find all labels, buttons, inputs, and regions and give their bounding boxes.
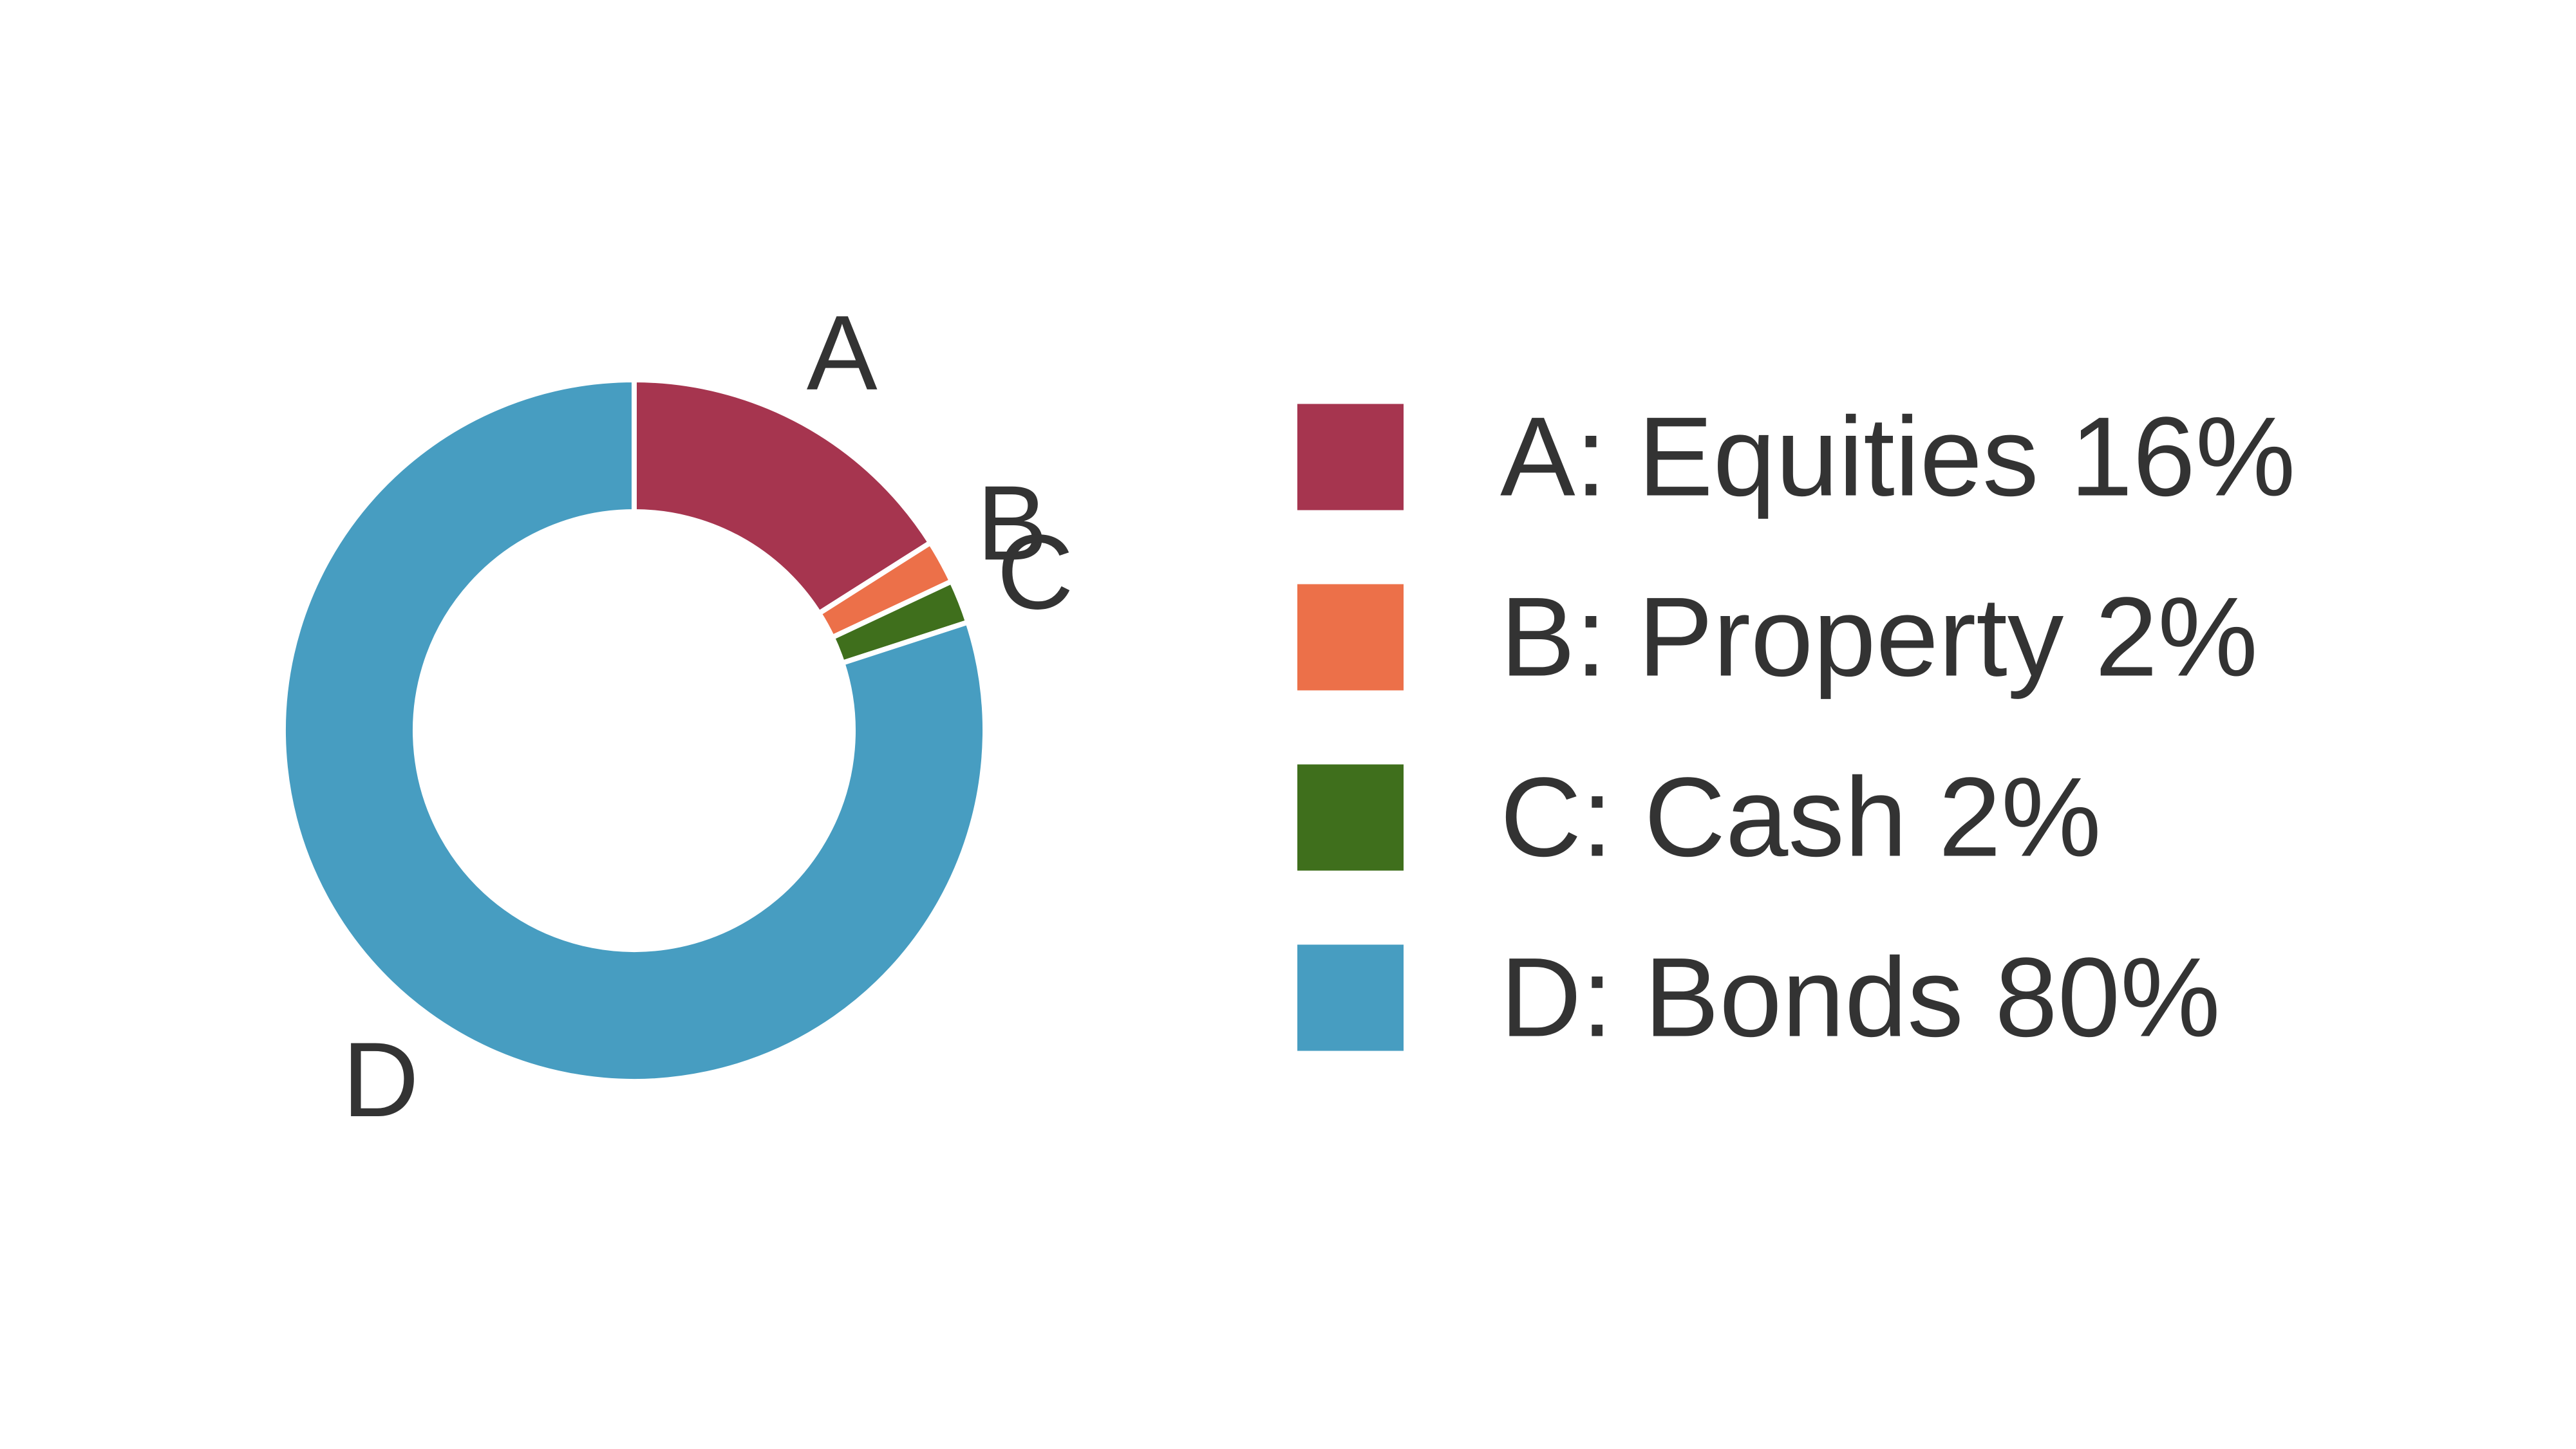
legend-swatch-c <box>1297 764 1404 871</box>
slice-labels: ABC D <box>343 294 1074 1139</box>
donut-slices <box>281 377 988 1084</box>
legend-label-d: D: Bonds 80% <box>1500 935 2221 1061</box>
slice-label-a: A <box>807 294 878 412</box>
legend-label-b: B: Property 2% <box>1500 575 2258 700</box>
slice-label-b: B <box>977 463 1048 582</box>
legend-label-a: A: Equities 16% <box>1500 395 2295 520</box>
legend: A: Equities 16% B: Property 2% C: Cash 2% D… <box>1297 395 2295 1061</box>
slice-label-c: C <box>997 512 1073 631</box>
legend-label-c: C: Cash 2% <box>1500 755 2101 881</box>
legend-swatch-d <box>1297 944 1404 1051</box>
legend-swatch-b <box>1297 584 1404 691</box>
slice-a <box>632 377 934 617</box>
legend-swatch-a <box>1297 404 1404 510</box>
slice-label-d: D <box>343 1020 419 1139</box>
slice-d <box>281 377 988 1084</box>
